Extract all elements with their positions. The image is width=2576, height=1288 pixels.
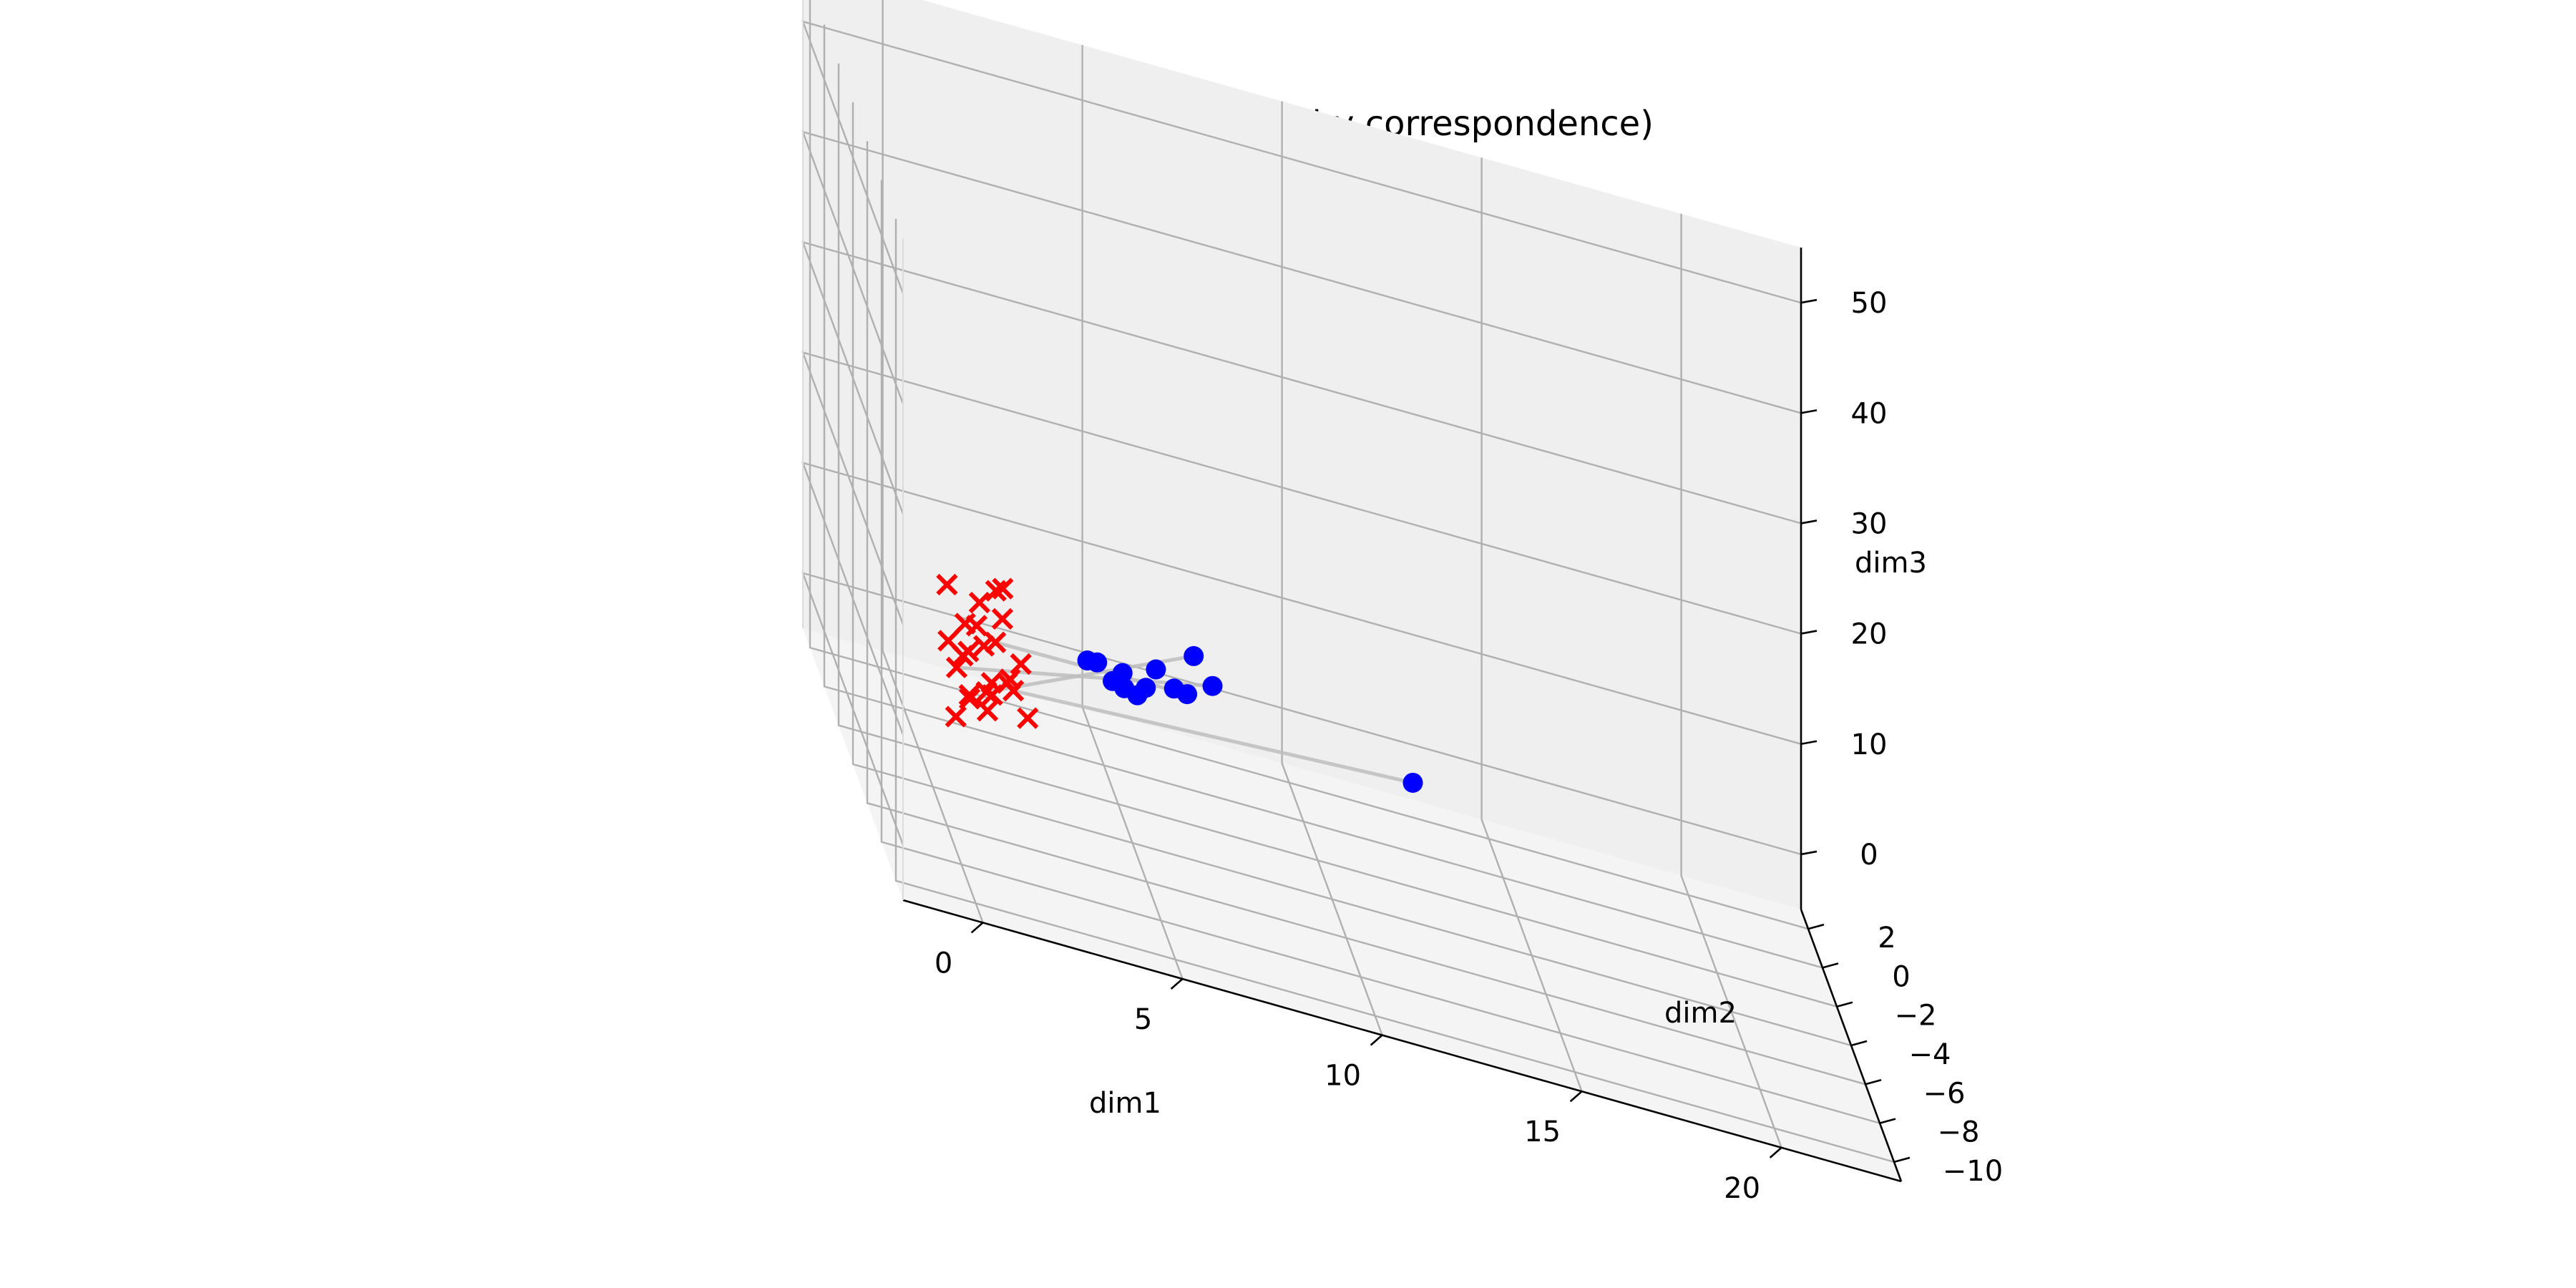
z-tick (1800, 298, 1818, 304)
z-tick-label: 0 (1860, 839, 1878, 872)
y-axis-label: dim2 (1664, 997, 1737, 1030)
point-x-marker (991, 608, 1014, 630)
y-tick-label: 2 (1878, 922, 1896, 955)
x-stroke (959, 688, 981, 710)
point-x-marker (992, 577, 1014, 600)
gridline-y (837, 63, 1838, 1008)
y-tick-label: −6 (1923, 1077, 1966, 1110)
point-x-marker (945, 706, 967, 728)
x-tick-label: 20 (1724, 1172, 1760, 1205)
point-circle-marker (1114, 678, 1135, 698)
y-tick (1893, 1156, 1911, 1163)
point-circle-marker (1087, 652, 1108, 673)
z-tick (1800, 409, 1818, 414)
gridline-x (1480, 157, 1583, 1092)
point-circle-marker (1146, 659, 1166, 680)
y-tick-label: 0 (1892, 960, 1910, 993)
y-tick (1822, 962, 1839, 969)
x-tick (970, 922, 984, 934)
x-axis-line (902, 899, 1902, 1183)
x-stroke (968, 591, 991, 614)
y-tick (1865, 1079, 1882, 1085)
y-tick (1850, 1040, 1868, 1047)
point-x-marker (985, 580, 1007, 602)
x-stroke (1017, 707, 1039, 729)
x-stroke (936, 573, 958, 596)
x-stroke (991, 608, 1014, 630)
point-x-marker (959, 688, 981, 710)
gridline-x (1281, 101, 1383, 1036)
gridline-y (809, 0, 1809, 930)
data-points (936, 573, 1423, 793)
z-tick (1800, 740, 1818, 746)
x-tick (1170, 978, 1184, 990)
z-tick-label: 20 (1851, 618, 1888, 651)
x-tick-label: 0 (935, 947, 952, 980)
x-tick-label: 10 (1324, 1060, 1361, 1093)
point-x-marker (957, 640, 980, 663)
gridline-y (880, 180, 1880, 1124)
gridline-y (866, 141, 1866, 1085)
gridline-y (894, 218, 1895, 1163)
point-circle-marker (1402, 772, 1423, 793)
x-tick (1370, 1034, 1383, 1046)
y-tick-label: −10 (1943, 1155, 2003, 1188)
z-tick-label: 50 (1851, 287, 1888, 320)
x-stroke (957, 640, 980, 663)
x-stroke (958, 683, 980, 706)
x-tick-label: 15 (1524, 1116, 1561, 1148)
z-tick-label: 10 (1851, 728, 1888, 761)
y-tick (1879, 1118, 1896, 1124)
x-stroke (972, 635, 995, 657)
x-stroke (980, 672, 1002, 694)
x-axis-label: dim1 (1089, 1087, 1161, 1120)
correspondence-line (1013, 688, 1414, 785)
x-stroke (954, 613, 976, 635)
point-x-marker (972, 635, 995, 657)
z-tick (1800, 630, 1818, 635)
x-tick (1569, 1091, 1583, 1103)
point-x-marker (1017, 707, 1039, 729)
point-x-marker (958, 683, 980, 706)
point-circle-marker (1184, 645, 1204, 666)
x-stroke (1002, 680, 1025, 702)
y-tick-label: −8 (1938, 1116, 1980, 1149)
point-x-marker (936, 573, 958, 596)
x-stroke (945, 706, 967, 728)
x-tick (1769, 1146, 1782, 1158)
point-circle-marker (1202, 675, 1223, 696)
gridline-y (823, 24, 1823, 969)
point-x-marker (1002, 680, 1025, 702)
point-x-marker (1010, 653, 1032, 675)
x-stroke (992, 577, 1014, 600)
point-x-marker (945, 656, 968, 678)
point-x-marker (976, 700, 999, 722)
gridline-y (852, 102, 1852, 1047)
gridline-x (1680, 213, 1782, 1148)
point-x-marker (937, 630, 960, 652)
z-tick (1800, 850, 1818, 856)
y-tick-label: −2 (1895, 1000, 1937, 1033)
x-stroke (945, 656, 968, 678)
z-axis-label: dim3 (1855, 547, 1927, 580)
y-tick (1836, 1001, 1853, 1008)
x-stroke (1010, 653, 1032, 675)
x-stroke (985, 580, 1007, 602)
y-tick (1807, 923, 1825, 930)
x-stroke (976, 700, 999, 722)
point-x-marker (980, 672, 1002, 694)
y-tick-label: −4 (1909, 1038, 1951, 1071)
x-tick-label: 5 (1134, 1003, 1152, 1036)
z-tick-label: 40 (1851, 397, 1888, 430)
z-tick-label: 30 (1851, 507, 1888, 540)
point-circle-marker (1177, 684, 1198, 705)
z-tick (1800, 519, 1818, 525)
x-stroke (937, 630, 960, 652)
gridline-x (882, 0, 984, 923)
point-x-marker (954, 613, 976, 635)
point-x-marker (968, 591, 991, 614)
x-stroke (999, 668, 1021, 691)
